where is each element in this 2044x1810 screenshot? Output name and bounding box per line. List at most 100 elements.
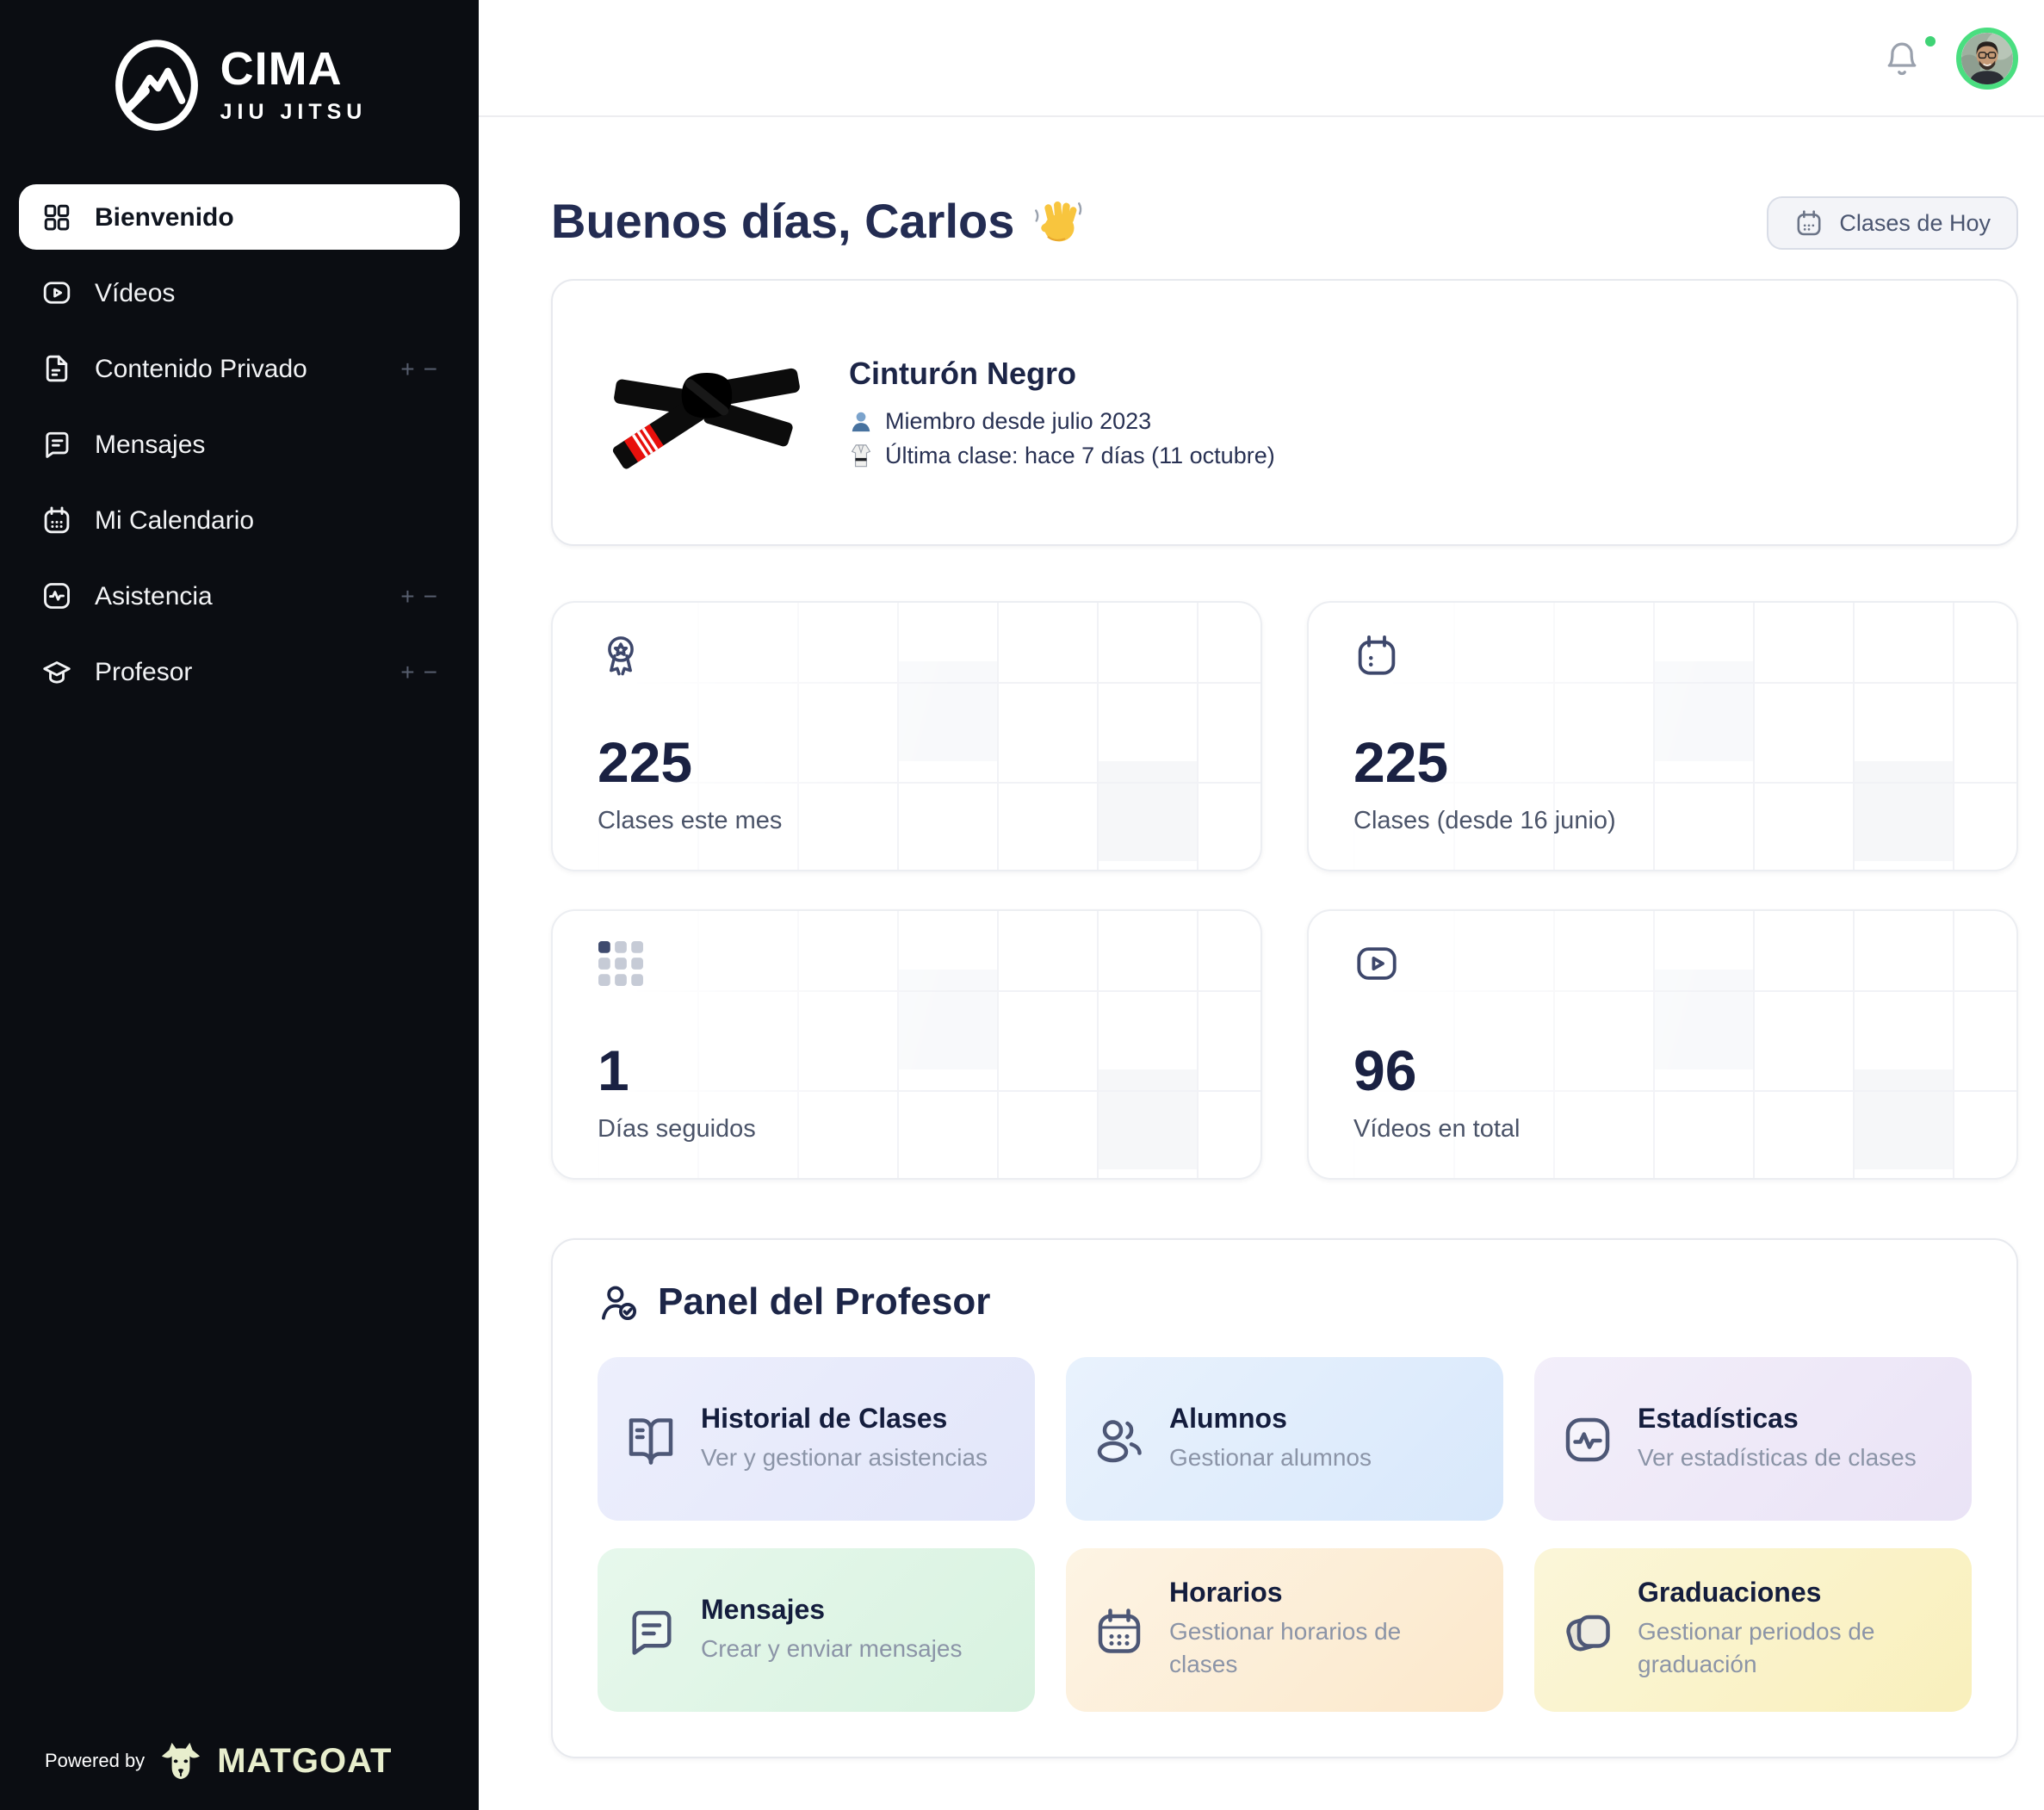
stat-value: 225 [1353, 730, 1449, 795]
expand-controls[interactable]: + − [400, 582, 437, 610]
stat-value: 1 [598, 1038, 629, 1103]
sidebar-item-label: Profesor [95, 657, 193, 686]
award-icon [598, 632, 1260, 679]
action-card-subtitle: Gestionar horarios de clases [1169, 1617, 1402, 1678]
plus-icon[interactable]: + [400, 582, 415, 610]
activity-icon [41, 580, 72, 611]
dashboard-icon [41, 201, 72, 232]
today-classes-button[interactable]: Clases de Hoy [1767, 195, 2018, 250]
greeting-text: Buenos días, Carlos [551, 195, 1015, 248]
main-area: Buenos días, Carlos [479, 0, 2044, 1810]
powered-by-matgoat[interactable]: Powered by MATGOAT [0, 1741, 479, 1810]
action-card-title: Horarios [1169, 1579, 1283, 1609]
last-class-text: Última clase: hace 7 días (11 octubre) [885, 443, 1275, 469]
sidebar-item-videos[interactable]: Vídeos [19, 260, 460, 325]
stat-label: Días seguidos [598, 1116, 756, 1144]
stat-label: Clases (desde 16 junio) [1353, 808, 1616, 836]
sidebar-item-label: Asistencia [95, 581, 213, 611]
black-belt-image [604, 328, 808, 497]
action-card-title: Graduaciones [1638, 1579, 1822, 1609]
page-title: Buenos días, Carlos [551, 195, 1083, 250]
logo-name: CIMA [220, 43, 343, 95]
topbar [479, 0, 2044, 117]
sidebar-item-mensajes[interactable]: Mensajes [19, 412, 460, 477]
app-logo: CIMA JIU JITSU [0, 0, 479, 184]
bell-icon [1887, 41, 1917, 75]
last-class-line: Última clase: hace 7 días (11 octubre) [849, 443, 1275, 468]
book-open-icon [625, 1413, 677, 1465]
user-avatar[interactable] [1956, 27, 2018, 89]
calendar-icon [1093, 1604, 1145, 1656]
matgoat-brand: MATGOAT [217, 1742, 393, 1780]
action-card-estadisticas[interactable]: Estadísticas Ver estadísticas de clases [1534, 1357, 1972, 1522]
stats-grid: 225 Clases este mes 225 Cl [551, 601, 2018, 1181]
person-silhouette-icon [849, 409, 873, 433]
calendar-icon [1353, 632, 2016, 679]
notifications-button[interactable] [1882, 35, 1936, 78]
plus-icon[interactable]: + [400, 355, 415, 382]
expand-controls[interactable]: + − [400, 355, 437, 382]
video-icon [1353, 940, 2016, 987]
sidebar-item-label: Vídeos [95, 278, 176, 307]
stat-label: Vídeos en total [1353, 1116, 1521, 1144]
goat-icon [158, 1741, 203, 1782]
action-card-title: Estadísticas [1638, 1404, 1799, 1435]
stat-value: 225 [598, 730, 693, 795]
action-card-title: Alumnos [1169, 1404, 1287, 1435]
action-card-title: Mensajes [701, 1596, 826, 1626]
sidebar-item-asistencia[interactable]: Asistencia + − [19, 563, 460, 629]
action-card-mensajes[interactable]: Mensajes Crear y enviar mensajes [598, 1548, 1035, 1713]
action-card-historial[interactable]: Historial de Clases Ver y gestionar asis… [598, 1357, 1035, 1522]
sidebar: CIMA JIU JITSU Bienvenido [0, 0, 479, 1810]
stat-card-classes-month: 225 Clases este mes [551, 601, 1262, 872]
minus-icon[interactable]: − [423, 658, 437, 685]
teacher-panel-title: Panel del Profesor [658, 1280, 991, 1323]
stat-card-classes-since: 225 Clases (desde 16 junio) [1307, 601, 2018, 872]
stack-icon [1562, 1604, 1614, 1656]
graduation-cap-icon [41, 656, 72, 687]
file-icon [41, 353, 72, 384]
today-classes-label: Clases de Hoy [1839, 209, 1991, 236]
message-icon [625, 1604, 677, 1656]
member-since-text: Miembro desde julio 2023 [885, 408, 1152, 435]
action-card-subtitle: Ver estadísticas de clases [1638, 1442, 1917, 1471]
action-card-graduaciones[interactable]: Graduaciones Gestionar periodos de gradu… [1534, 1548, 1972, 1713]
notification-dot [1925, 35, 1936, 46]
greeting-row: Buenos días, Carlos [551, 195, 2018, 250]
teacher-panel-header: Panel del Profesor [598, 1280, 1972, 1324]
sidebar-item-mi-calendario[interactable]: Mi Calendario [19, 487, 460, 553]
calendar-icon [41, 505, 72, 536]
expand-controls[interactable]: + − [400, 658, 437, 685]
sidebar-item-contenido-privado[interactable]: Contenido Privado + − [19, 336, 460, 401]
sidebar-item-profesor[interactable]: Profesor + − [19, 639, 460, 704]
logo-subtitle: JIU JITSU [220, 100, 368, 124]
calendar-icon [1797, 209, 1821, 235]
belt-card: Cinturón Negro Miembro desde julio 2023 [551, 279, 2018, 547]
sidebar-item-bienvenido[interactable]: Bienvenido [19, 184, 460, 250]
minus-icon[interactable]: − [423, 355, 437, 382]
member-since-line: Miembro desde julio 2023 [849, 408, 1275, 434]
streak-grid-icon [598, 940, 1260, 987]
stat-card-streak: 1 Días seguidos [551, 909, 1262, 1181]
action-card-subtitle: Gestionar periodos de graduación [1638, 1617, 1875, 1678]
teacher-check-icon [598, 1280, 641, 1323]
teacher-panel-grid: Historial de Clases Ver y gestionar asis… [598, 1357, 1972, 1713]
sidebar-item-label: Contenido Privado [95, 354, 307, 383]
action-card-subtitle: Ver y gestionar asistencias [701, 1442, 988, 1471]
action-card-subtitle: Crear y enviar mensajes [701, 1633, 963, 1662]
action-card-horarios[interactable]: Horarios Gestionar horarios de clases [1066, 1548, 1503, 1713]
plus-icon[interactable]: + [400, 658, 415, 685]
stat-card-videos: 96 Vídeos en total [1307, 909, 2018, 1181]
minus-icon[interactable]: − [423, 582, 437, 610]
teacher-panel: Panel del Profesor Historial de Cla [551, 1238, 2018, 1759]
sidebar-item-label: Bienvenido [95, 202, 234, 232]
content: Buenos días, Carlos [479, 117, 2044, 1782]
gi-icon [849, 443, 873, 468]
action-card-alumnos[interactable]: Alumnos Gestionar alumnos [1066, 1357, 1503, 1522]
action-card-title: Historial de Clases [701, 1404, 948, 1435]
action-card-subtitle: Gestionar alumnos [1169, 1442, 1372, 1471]
activity-square-icon [1562, 1413, 1614, 1465]
video-icon [41, 277, 72, 308]
users-icon [1093, 1413, 1145, 1465]
